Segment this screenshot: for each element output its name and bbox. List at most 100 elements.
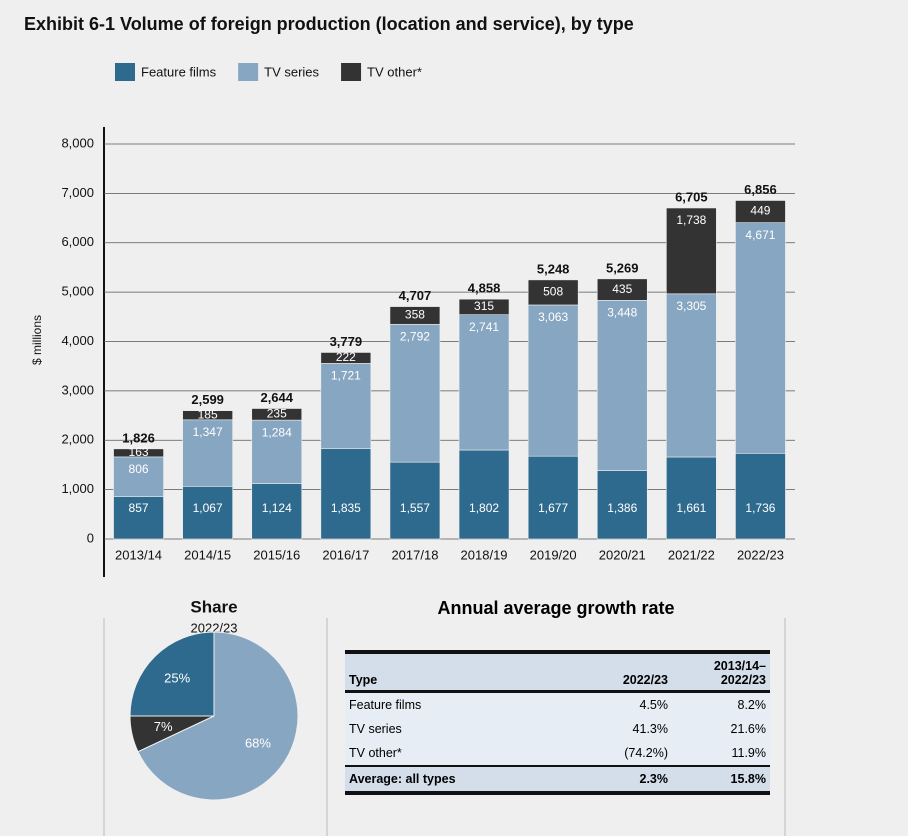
segment-label: 2,792 — [400, 329, 430, 343]
bar-segment — [182, 419, 233, 487]
legend-label: Feature films — [141, 64, 217, 79]
y-tick-label: 6,000 — [61, 234, 94, 249]
bar-segment — [527, 455, 579, 540]
table-cell: TV series — [345, 717, 569, 741]
total-label: 2,599 — [191, 392, 224, 407]
segment-label: 3,063 — [538, 310, 568, 324]
segment-label: 4,671 — [745, 228, 775, 242]
segment-label: 435 — [612, 282, 632, 296]
total-label: 6,856 — [744, 182, 777, 197]
total-label: 5,248 — [537, 261, 570, 276]
segment-label: 1,284 — [262, 425, 292, 439]
legend-label: TV series — [264, 64, 319, 79]
bar-segment — [527, 279, 579, 306]
segment-label: 1,802 — [469, 501, 499, 515]
table-cell: 21.6% — [672, 717, 770, 741]
bar-segment — [251, 483, 303, 540]
x-tick-label: 2018/19 — [461, 547, 508, 562]
segment-label: 358 — [405, 308, 425, 322]
y-tick-label: 5,000 — [61, 284, 94, 299]
y-tick-label: 1,000 — [61, 481, 94, 496]
bar-segment — [320, 448, 372, 540]
pie-subtitle: 2022/23 — [191, 620, 238, 635]
growth-table: Type 2022/23 2013/14–2022/23 Feature films 4… — [345, 650, 770, 795]
y-tick-label: 2,000 — [61, 432, 94, 447]
pie-title: Share — [190, 597, 237, 616]
pie-label: 68% — [245, 735, 271, 750]
bar-segment — [320, 352, 372, 364]
bar-segment — [389, 306, 441, 325]
segment-label: 222 — [336, 350, 356, 364]
x-tick-label: 2017/18 — [391, 547, 438, 562]
segment-label: 315 — [474, 299, 494, 313]
legend-swatch — [238, 63, 259, 81]
segment-label: 2,741 — [469, 320, 499, 334]
x-tick-label: 2020/21 — [599, 547, 646, 562]
y-tick-label: 0 — [87, 530, 94, 545]
segment-label: 857 — [129, 501, 149, 515]
segment-label: 806 — [129, 462, 149, 476]
x-tick-label: 2022/23 — [737, 547, 784, 562]
bar-segment — [251, 408, 303, 421]
bar-segment — [113, 496, 164, 540]
bar-segment — [458, 298, 510, 315]
bar-segment — [666, 207, 717, 295]
table-cell: 4.5% — [568, 691, 672, 717]
table-row: TV other* (74.2%) 11.9% — [345, 741, 770, 766]
segment-label: 3,305 — [676, 299, 706, 313]
table-row: Average: all types 2.3% 15.8% — [345, 765, 770, 795]
x-tick-label: 2016/17 — [322, 547, 369, 562]
table-cell: TV other* — [345, 741, 569, 766]
legend-swatch — [341, 63, 362, 81]
x-tick-label: 2013/14 — [115, 547, 162, 562]
segment-label: 1,736 — [745, 501, 775, 515]
bar-segment — [182, 486, 233, 540]
table-cell: (74.2%) — [568, 741, 672, 766]
header-cell: Type — [345, 650, 569, 693]
segment-label: 1,835 — [331, 501, 361, 515]
total-label: 4,707 — [399, 288, 432, 303]
total-label: 6,705 — [675, 189, 708, 204]
bar-segment — [596, 278, 648, 301]
x-tick-label: 2019/20 — [530, 547, 577, 562]
y-axis-label: $ millions — [30, 315, 44, 365]
bar-segment — [735, 200, 786, 223]
total-label: 5,269 — [606, 260, 639, 275]
segment-label: 3,448 — [607, 305, 637, 319]
table-title: Annual average growth rate — [437, 598, 675, 618]
bar-segment — [389, 461, 441, 540]
y-tick-label: 3,000 — [61, 382, 94, 397]
bar-segment — [735, 452, 786, 540]
total-label: 3,779 — [330, 334, 363, 349]
bar-segment — [735, 222, 786, 454]
bar-segment — [596, 470, 648, 540]
segment-label: 508 — [543, 285, 563, 299]
segment-label: 449 — [750, 204, 770, 218]
bar-segment — [182, 410, 233, 421]
segment-label: 1,386 — [607, 501, 637, 515]
total-label: 1,826 — [122, 430, 155, 445]
segment-label: 1,677 — [538, 501, 568, 515]
table-cell: 11.9% — [672, 741, 770, 766]
x-tick-label: 2015/16 — [253, 547, 300, 562]
y-tick-label: 4,000 — [61, 333, 94, 348]
y-tick-label: 7,000 — [61, 185, 94, 200]
pie-label: 25% — [164, 671, 190, 686]
segment-label: 1,347 — [193, 425, 223, 439]
table-cell: Feature films — [345, 691, 569, 717]
chart-title: Exhibit 6-1 Volume of foreign production… — [24, 14, 634, 34]
segment-label: 163 — [129, 445, 149, 459]
segment-label: 1,067 — [193, 501, 223, 515]
bar-segment — [458, 449, 510, 540]
table-row: TV series 41.3% 21.6% — [345, 717, 770, 741]
legend-swatch — [115, 63, 135, 81]
bar-segment — [251, 419, 303, 484]
y-tick-label: 8,000 — [61, 135, 94, 150]
legend-label: TV other* — [367, 64, 422, 79]
table-cell: Average: all types — [345, 765, 569, 795]
segment-label: 1,124 — [262, 501, 292, 515]
bar-segment — [596, 300, 648, 471]
segment-label: 235 — [267, 406, 287, 420]
segment-label: 185 — [198, 407, 218, 421]
